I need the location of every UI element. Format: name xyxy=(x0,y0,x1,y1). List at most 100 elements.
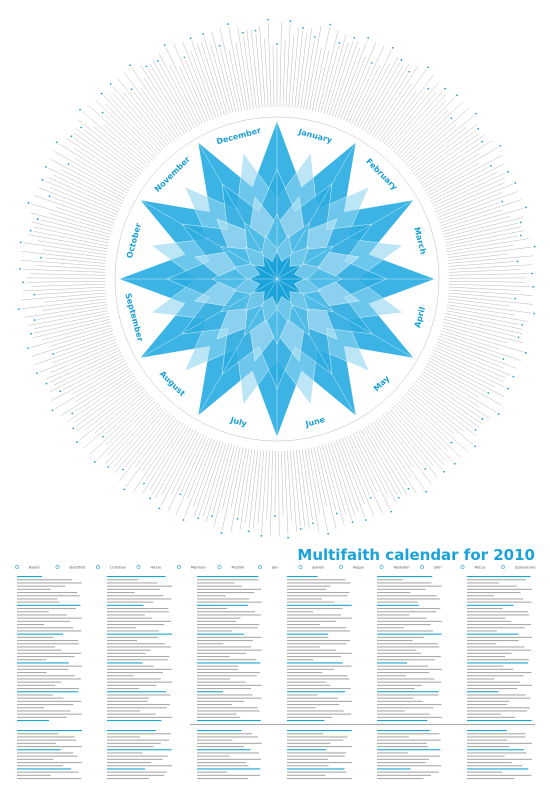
day-dot xyxy=(329,23,332,26)
day-dot xyxy=(45,165,47,168)
text-line xyxy=(467,704,508,706)
day-dot xyxy=(424,468,427,470)
day-line xyxy=(79,387,144,441)
day-line xyxy=(220,48,237,113)
day-line xyxy=(83,392,148,449)
text-line xyxy=(107,659,168,661)
day-dot xyxy=(335,512,338,515)
day-line xyxy=(407,124,457,168)
day-line xyxy=(304,448,319,532)
day-line xyxy=(266,450,270,520)
text-line xyxy=(107,688,140,690)
day-dot xyxy=(327,532,330,535)
text-line xyxy=(467,649,532,651)
day-dot xyxy=(450,441,453,444)
text-columns xyxy=(17,576,535,780)
text-line xyxy=(287,746,352,748)
day-line xyxy=(440,330,500,350)
text-line xyxy=(377,752,408,754)
day-line xyxy=(390,90,444,151)
text-line xyxy=(17,742,56,744)
legend-icon xyxy=(460,565,465,569)
text-line xyxy=(377,614,410,616)
text-line xyxy=(377,668,442,670)
day-dot xyxy=(157,59,159,62)
text-line xyxy=(467,601,532,603)
day-dot xyxy=(182,519,185,521)
text-line xyxy=(467,576,531,578)
day-dot xyxy=(80,126,83,129)
text-line xyxy=(377,678,435,680)
day-line xyxy=(417,378,483,425)
text-line xyxy=(287,771,347,773)
text-line xyxy=(287,678,350,680)
day-dot xyxy=(519,221,522,224)
day-line xyxy=(71,165,127,197)
text-line xyxy=(197,694,253,696)
day-line xyxy=(368,424,407,487)
day-line xyxy=(52,197,116,221)
text-line xyxy=(287,636,329,638)
text-line xyxy=(107,736,141,738)
text-line xyxy=(17,768,72,770)
text-line xyxy=(17,675,75,677)
day-line xyxy=(379,91,417,141)
text-line xyxy=(17,733,59,735)
legend-label: Mormon xyxy=(191,566,206,570)
day-line xyxy=(332,40,358,117)
day-dot xyxy=(499,144,502,147)
day-line xyxy=(49,327,113,347)
day-dot xyxy=(514,182,517,184)
day-line xyxy=(415,380,480,428)
legend-icon xyxy=(420,565,424,569)
day-line xyxy=(75,128,140,177)
day-line xyxy=(323,34,347,114)
day-line xyxy=(95,99,155,159)
text-line xyxy=(197,624,260,626)
day-line xyxy=(438,191,518,221)
text-line xyxy=(197,746,244,748)
day-line xyxy=(360,429,398,496)
text-line xyxy=(17,688,80,690)
day-line xyxy=(296,449,305,527)
text-line xyxy=(287,668,335,670)
text-line xyxy=(17,659,47,661)
day-line xyxy=(398,400,449,451)
day-dot xyxy=(456,94,458,97)
day-line xyxy=(31,203,113,229)
text-line xyxy=(467,762,512,764)
day-dot xyxy=(211,515,214,518)
text-line xyxy=(287,595,348,597)
text-line xyxy=(17,713,82,715)
text-line xyxy=(467,675,524,677)
text-line xyxy=(17,707,45,709)
text-line xyxy=(377,656,441,658)
day-line xyxy=(112,86,166,149)
text-line xyxy=(377,675,406,677)
day-line xyxy=(37,240,108,252)
text-line xyxy=(17,640,79,642)
text-line xyxy=(197,681,246,683)
day-line xyxy=(93,126,145,170)
text-line xyxy=(197,762,247,764)
day-line xyxy=(66,137,135,184)
day-line xyxy=(416,133,480,179)
text-line xyxy=(197,640,253,642)
text-line xyxy=(287,694,318,696)
day-dot xyxy=(122,468,124,471)
day-line xyxy=(230,447,244,509)
day-dot xyxy=(45,382,48,385)
day-line xyxy=(210,44,231,114)
text-line xyxy=(287,684,331,686)
text-line xyxy=(107,771,167,773)
text-line xyxy=(467,665,504,667)
day-line xyxy=(142,419,179,472)
text-line xyxy=(377,736,409,738)
text-line xyxy=(107,649,151,651)
text-line xyxy=(467,778,515,780)
text-line xyxy=(107,678,161,680)
text-line xyxy=(197,713,237,715)
day-line xyxy=(114,408,165,467)
text-line xyxy=(467,604,514,606)
text-line xyxy=(377,755,440,757)
